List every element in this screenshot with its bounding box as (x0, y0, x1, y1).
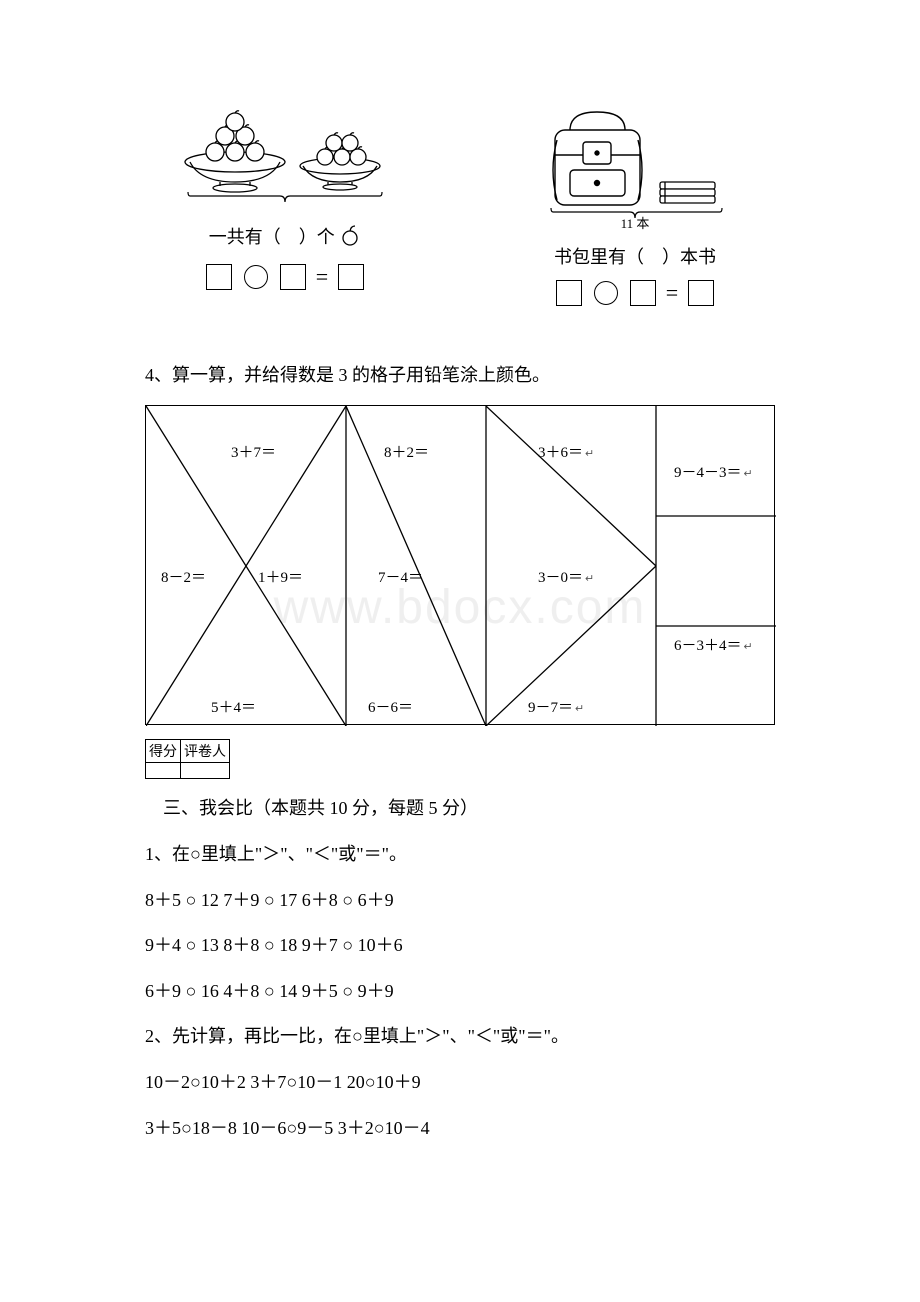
diagram-cell-label: 6－3＋4＝↵ (674, 634, 753, 655)
blank-circle[interactable] (594, 281, 618, 305)
return-icon: ↵ (744, 468, 753, 480)
comparison-line: 8＋5 ○ 12 7＋9 ○ 17 6＋8 ○ 6＋9 (145, 881, 775, 921)
apples-problem: 一共有（ ）个 = (145, 100, 425, 306)
apples-caption: 一共有（ ）个 (145, 223, 425, 256)
bag-illustration: 11 本 (495, 100, 775, 235)
caption-text: 一共有（ (209, 227, 281, 247)
diagram-cell-label: 3＋7＝ (231, 441, 276, 462)
equals-sign: = (666, 280, 678, 306)
question-3-1: 1、在○里填上"＞"、"＜"或"＝"。 (145, 835, 775, 875)
blank-square[interactable] (688, 280, 714, 306)
question-4-text: 4、算一算，并给得数是 3 的格子用铅笔涂上颜色。 (145, 356, 775, 396)
caption-text: 书包里有（ (554, 247, 644, 267)
diagram-cell-label: 1＋9＝ (258, 566, 303, 587)
return-icon: ↵ (575, 703, 584, 715)
grader-header: 评卷人 (181, 740, 230, 763)
equation-template: = (495, 280, 775, 306)
score-table: 得分 评卷人 (145, 739, 230, 779)
score-cell[interactable] (146, 763, 181, 779)
question-3-2: 2、先计算，再比一比，在○里填上"＞"、"＜"或"＝"。 (145, 1017, 775, 1057)
section-3-title: 三、我会比（本题共 10 分，每题 5 分） (145, 789, 775, 829)
count-label: 11 本 (621, 216, 650, 230)
comparison-line: 6＋9 ○ 16 4＋8 ○ 14 9＋5 ○ 9＋9 (145, 972, 775, 1012)
diagram-cell-label: 3－0＝↵ (538, 566, 594, 587)
diagram-cell-label: 5＋4＝ (211, 696, 256, 717)
diagram-cell-label: 8＋2＝ (384, 441, 429, 462)
apples-illustration (145, 100, 425, 215)
comparison-line: 9＋4 ○ 13 8＋8 ○ 18 9＋7 ○ 10＋6 (145, 926, 775, 966)
bag-problem: 11 本 书包里有（ ）本书 = (495, 100, 775, 306)
blank-square[interactable] (206, 264, 232, 290)
equation-template: = (145, 264, 425, 290)
diagram-cell-label: 6－6＝ (368, 696, 413, 717)
comparison-line: 3＋5○18－8 10－6○9－5 3＋2○10－4 (145, 1109, 775, 1149)
diagram-cell-label: 8－2＝ (161, 566, 206, 587)
blank-square[interactable] (556, 280, 582, 306)
blank-circle[interactable] (244, 265, 268, 289)
blank-square[interactable] (338, 264, 364, 290)
picture-problems-row: 一共有（ ）个 = (145, 100, 775, 306)
score-header: 得分 (146, 740, 181, 763)
comparison-line: 10－2○10＋2 3＋7○10－1 20○10＋9 (145, 1063, 775, 1103)
blank-square[interactable] (630, 280, 656, 306)
caption-text-2: ）本书 (662, 247, 716, 267)
diagram-cell-label: 7－4＝ (378, 566, 423, 587)
calc-diagram: 3＋7＝ 8＋2＝ 3＋6＝↵ 9－4－3＝↵ 8－2＝ 1＋9＝ 7－4＝ 3－0＝↵ 6－3… (145, 405, 775, 725)
blank-square[interactable] (280, 264, 306, 290)
grader-cell[interactable] (181, 763, 230, 779)
bag-caption: 书包里有（ ）本书 (495, 243, 775, 272)
caption-text-2: ）个 (299, 227, 335, 247)
equals-sign: = (316, 264, 328, 290)
diagram-cell-label: 9－4－3＝↵ (674, 461, 753, 482)
apple-icon (339, 223, 361, 256)
return-icon: ↵ (585, 573, 594, 585)
diagram-cell-label: 3＋6＝↵ (538, 441, 594, 462)
diagram-cell-label: 9－7＝↵ (528, 696, 584, 717)
return-icon: ↵ (585, 448, 594, 460)
return-icon: ↵ (744, 641, 753, 653)
